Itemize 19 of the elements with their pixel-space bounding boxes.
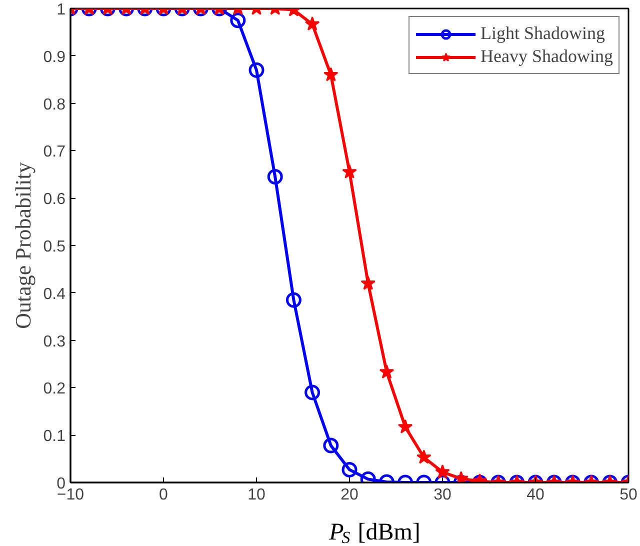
y-tick-label: 0.5 xyxy=(43,238,66,256)
y-axis-title: Outage Probability xyxy=(10,162,36,329)
y-tick-label: 0.2 xyxy=(43,380,66,398)
legend-label: Light Shadowing xyxy=(480,23,606,44)
x-tick-label: 10 xyxy=(248,486,266,504)
y-tick-label: 0.9 xyxy=(43,48,66,66)
y-tick-label: 0.7 xyxy=(43,144,66,161)
x-tick-label: 50 xyxy=(620,486,638,504)
x-tick-label: 30 xyxy=(434,486,452,504)
x-tick-label: 40 xyxy=(526,486,544,504)
legend-label: Heavy Shadowing xyxy=(480,46,613,67)
y-tick-label: 0.1 xyxy=(43,428,66,446)
y-tick-label: 0.6 xyxy=(43,191,66,208)
x-tick-label: 20 xyxy=(340,486,358,504)
y-tick-label: 0.8 xyxy=(43,96,66,114)
y-tick-label: 0.4 xyxy=(43,286,66,303)
y-tick-label: 0.3 xyxy=(43,333,66,350)
y-tick-label: 1 xyxy=(56,2,66,18)
x-tick-label: 0 xyxy=(159,486,168,504)
